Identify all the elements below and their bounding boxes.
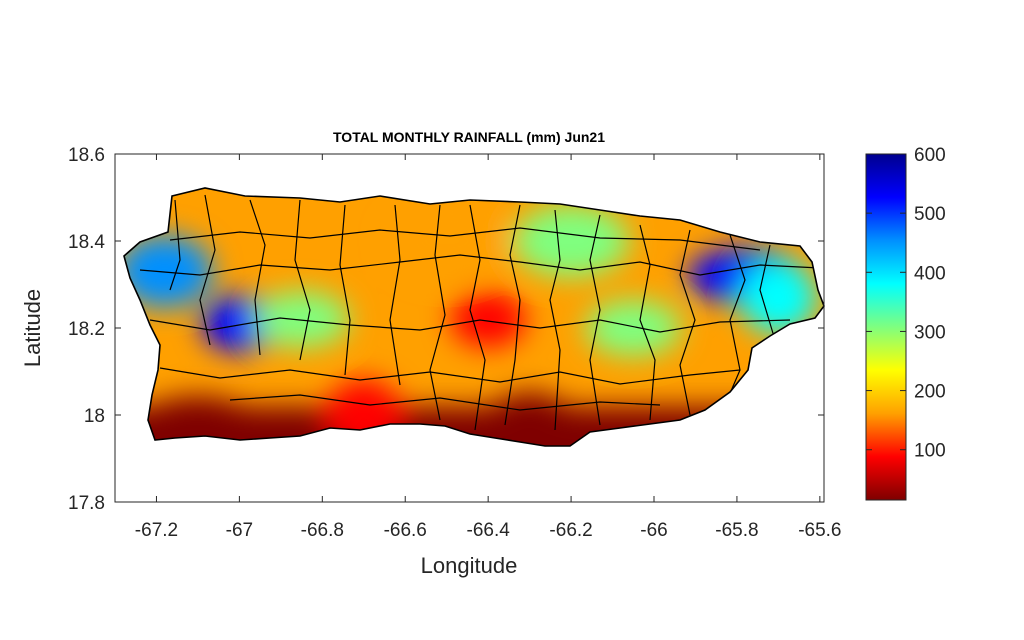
field-peak	[513, 205, 630, 277]
y-tick-label: 18.4	[68, 232, 105, 253]
x-tick-label: -66.6	[384, 520, 427, 541]
field-peak	[139, 395, 256, 446]
y-axis-ticks: 18.6 18.4 18.2 18 17.8	[68, 145, 824, 514]
colorbar-tick-label: 400	[914, 263, 946, 284]
municipality-boundaries	[139, 194, 821, 431]
y-axis-label: Latitude	[20, 289, 45, 367]
x-tick-label: -66.4	[467, 520, 511, 541]
colorbar-tick-label: 300	[914, 322, 946, 343]
y-tick-label: 18	[84, 406, 105, 427]
y-tick-label: 18.6	[68, 145, 105, 166]
y-tick-label: 17.8	[68, 493, 105, 514]
island-coastline	[123, 187, 825, 447]
x-axis-label: Longitude	[421, 553, 518, 578]
field-peak	[124, 235, 213, 308]
chart-title: TOTAL MONTHLY RAINFALL (mm) Jun21	[333, 129, 605, 145]
field-peak	[585, 300, 682, 356]
field-peak	[481, 392, 578, 446]
x-tick-label: -66	[640, 520, 667, 541]
x-tick-label: -67.2	[135, 520, 178, 541]
x-tick-label: -66.2	[549, 520, 592, 541]
field-peak	[253, 291, 350, 348]
colorbar-tick-label: 200	[914, 382, 946, 403]
field-peak	[450, 291, 527, 348]
field-peak	[388, 205, 505, 277]
colorbar	[865, 153, 907, 501]
x-tick-label: -65.8	[715, 520, 758, 541]
colorbar-ticks: 600 500 400 300 200 100	[866, 145, 946, 462]
y-tick-label: 18.2	[68, 319, 105, 340]
rainfall-field	[124, 188, 824, 446]
x-axis-ticks: -67.2 -67 -66.8 -66.6 -66.4 -66.2 -66 -65.8 -65.…	[135, 154, 842, 541]
x-tick-label: -66.8	[301, 520, 344, 541]
x-tick-label: -67	[226, 520, 253, 541]
colorbar-tick-label: 100	[914, 441, 946, 462]
x-tick-label: -65.6	[798, 520, 841, 541]
colorbar-tick-label: 500	[914, 204, 946, 225]
field-peak	[740, 261, 817, 334]
colorbar-tick-label: 600	[914, 145, 946, 166]
